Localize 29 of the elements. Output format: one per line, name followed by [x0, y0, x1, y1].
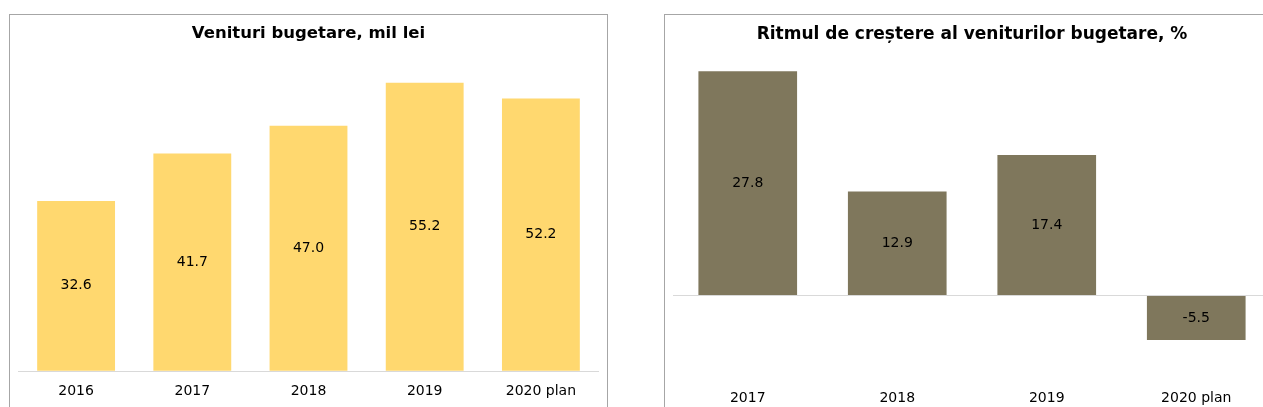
- data-label: 12.9: [881, 233, 913, 250]
- x-tick-label: 2018: [879, 389, 916, 406]
- x-tick-label: 2016: [58, 382, 94, 399]
- x-tick-label: 2020 plan: [1161, 389, 1232, 406]
- chart-title: Venituri bugetare, mil lei: [191, 23, 426, 43]
- data-label: 27.8: [732, 173, 764, 190]
- x-tick-label: 2018: [290, 382, 327, 399]
- bar: [153, 153, 232, 371]
- bar: [385, 82, 464, 371]
- x-tick-label: 2020 plan: [505, 382, 577, 399]
- data-label: 55.2: [409, 217, 441, 234]
- bar: [501, 98, 580, 371]
- data-label: 52.2: [525, 225, 557, 242]
- data-label: -5.5: [1182, 308, 1210, 325]
- bar: [1146, 296, 1246, 340]
- data-label: 32.6: [60, 276, 92, 293]
- bar: [698, 71, 798, 295]
- data-label: 17.4: [1031, 215, 1063, 232]
- data-label: 47.0: [292, 238, 325, 255]
- x-tick-label: 2019: [1028, 389, 1065, 406]
- x-tick-label: 2019: [406, 382, 443, 399]
- x-tick-label: 2017: [729, 389, 766, 406]
- x-tick-label: 2017: [174, 382, 211, 399]
- bar: [997, 155, 1097, 295]
- data-label: 41.7: [176, 252, 208, 269]
- bar: [847, 191, 947, 295]
- bar: [37, 200, 116, 371]
- chart-title: Ritmul de creștere al veniturilor bugetare, %: [756, 22, 1188, 43]
- bar: [269, 125, 348, 371]
